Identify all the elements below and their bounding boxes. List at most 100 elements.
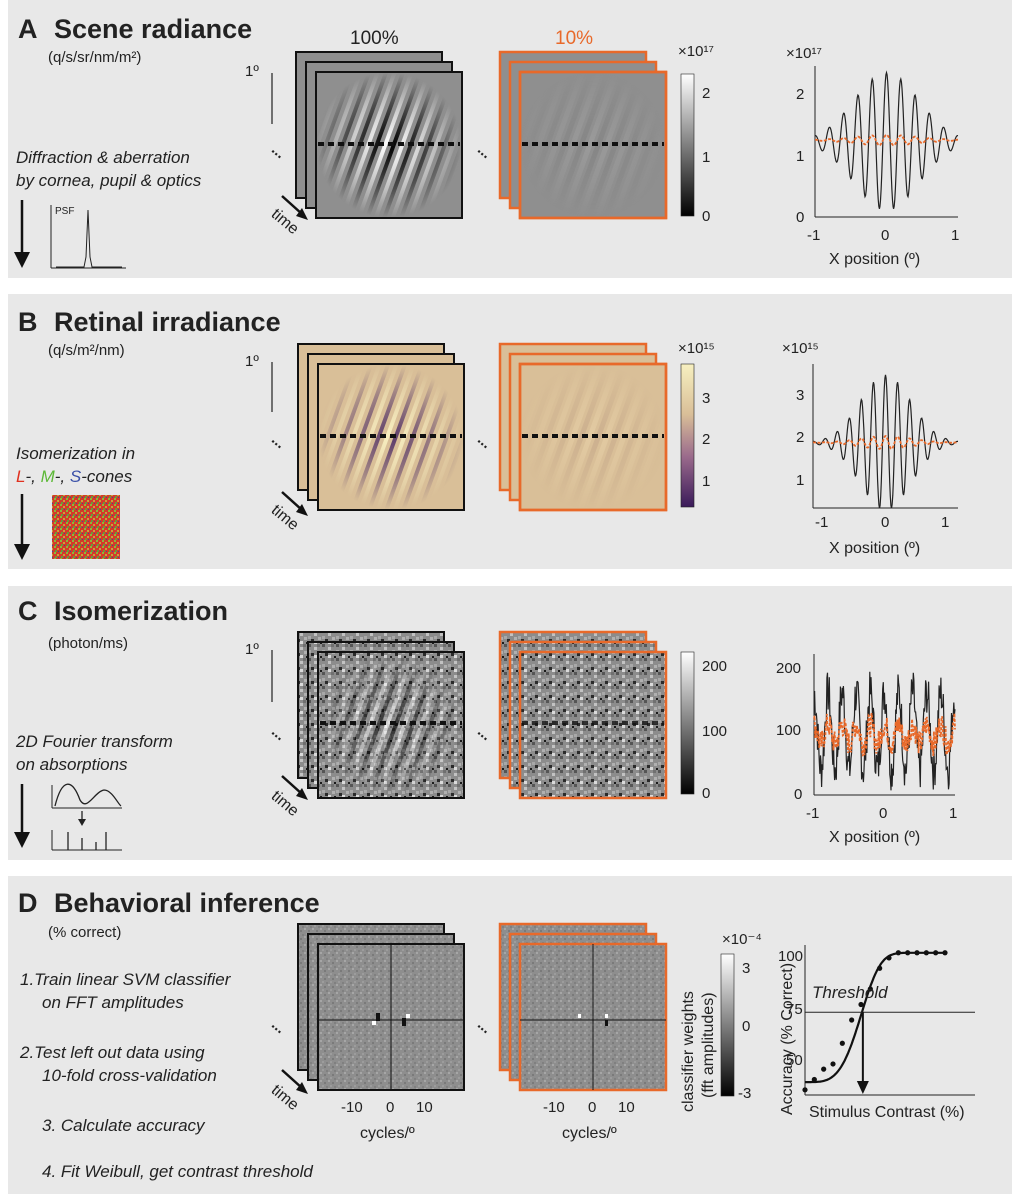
down-arrow-icon xyxy=(14,494,30,560)
data-point xyxy=(830,1061,836,1067)
panel-c-step-2: on absorptions xyxy=(16,755,128,774)
weibull-fit-curve xyxy=(805,951,945,1084)
plot-a-xtick-0: 0 xyxy=(881,227,889,244)
stack-c-low xyxy=(498,630,668,800)
panel-d-step-2b: 10-fold cross-validation xyxy=(42,1066,217,1085)
plot-a-xtick-neg1: -1 xyxy=(807,227,820,244)
stack-d-low xyxy=(498,922,668,1092)
plot-c-xtick-0: 0 xyxy=(879,805,887,822)
plot-b-ytick-1: 1 xyxy=(796,472,804,489)
panel-c-step-1: 2D Fourier transform xyxy=(15,732,173,751)
panel-d-unit: (% correct) xyxy=(48,924,121,941)
colorbar-b-exponent: ×10¹⁵ xyxy=(678,340,715,357)
plot-c-xtick-1: 1 xyxy=(949,805,957,822)
panel-d-letter: D xyxy=(18,888,38,918)
plot-a-ytick-2: 2 xyxy=(796,86,804,103)
colorbar-d-tick-0: 0 xyxy=(742,1018,750,1035)
colorbar-b-tick-3: 3 xyxy=(702,390,710,407)
colorbar-d-label-2: (fft amplitudes) xyxy=(700,992,717,1098)
data-point xyxy=(877,965,883,971)
colorbar-c-tick-100: 100 xyxy=(702,723,727,740)
series-line-1 xyxy=(813,374,958,509)
colorbar-d-exponent: ×10⁻⁴ xyxy=(722,931,762,948)
panel-a: A Scene radiance (q/s/sr/nm/m²) Diffract… xyxy=(8,0,1012,278)
colorbar-a-tick-0: 0 xyxy=(702,208,710,225)
data-point xyxy=(839,1040,845,1046)
colorbar-c-tick-200: 200 xyxy=(702,658,727,675)
fft-full-xtick-0: 0 xyxy=(386,1099,394,1116)
fft-full-xlabel: cycles/º xyxy=(360,1125,415,1142)
plot-c-ytick-200: 200 xyxy=(776,660,801,677)
plot-d-ylabel: Accuracy (% Correct) xyxy=(779,963,796,1115)
colorbar-a-tick-1: 1 xyxy=(702,149,710,166)
plot-b-ytick-2: 2 xyxy=(796,429,804,446)
panel-b: B Retinal irradiance (q/s/m²/nm) Isomeri… xyxy=(8,294,1012,569)
plot-b-xtick-neg1: -1 xyxy=(815,514,828,531)
fft-low-xtick-neg10: -10 xyxy=(543,1099,565,1116)
fourier-icon xyxy=(51,783,122,851)
plot-a-ytick-0: 0 xyxy=(796,209,804,226)
degree-label: 1º xyxy=(245,63,259,80)
plot-a: ×10¹⁷ 2 1 0 -1 0 1 X position (º) xyxy=(786,45,959,268)
plot-c-ytick-100: 100 xyxy=(776,722,801,739)
data-point xyxy=(914,950,920,956)
data-point xyxy=(942,950,948,956)
plot-a-ytick-1: 1 xyxy=(796,148,804,165)
plot-a-lines xyxy=(814,70,959,209)
panel-b-step-1: Isomerization in xyxy=(16,444,135,463)
stack-a-low xyxy=(498,50,668,220)
plot-a-exponent: ×10¹⁷ xyxy=(786,45,822,62)
data-point xyxy=(802,1087,808,1093)
threshold-arrow-head xyxy=(856,1081,869,1094)
panel-a-step-1: Diffraction & aberration xyxy=(16,148,190,167)
colorbar-d-tick-3: 3 xyxy=(742,960,750,977)
plot-b: ×10¹⁵ 3 2 1 -1 0 1 X position (º) xyxy=(782,340,958,557)
data-point xyxy=(895,950,901,956)
panel-a-unit: (q/s/sr/nm/m²) xyxy=(48,49,141,66)
panel-c: C Isomerization (photon/ms) 2D Fourier t… xyxy=(8,586,1012,860)
fft-full-xtick-10: 10 xyxy=(416,1099,433,1116)
plot-c-ytick-0: 0 xyxy=(794,786,802,803)
colorbar-b-tick-1: 1 xyxy=(702,473,710,490)
plot-c: 200 100 0 -1 0 1 X position (º) xyxy=(776,654,957,846)
fft-full-xtick-neg10: -10 xyxy=(341,1099,363,1116)
data-point xyxy=(905,950,911,956)
header-100-percent: 100% xyxy=(350,28,399,49)
panel-d-step-1b: on FFT amplitudes xyxy=(42,993,184,1012)
degree-label: 1º xyxy=(245,353,259,370)
series-line-2 xyxy=(813,434,958,450)
data-point xyxy=(933,950,939,956)
colorbar-b-tick-2: 2 xyxy=(702,431,710,448)
plot-d-marks xyxy=(802,950,975,1094)
plot-b-exponent: ×10¹⁵ xyxy=(782,340,819,357)
panel-a-step-2: by cornea, pupil & optics xyxy=(16,171,202,190)
colorbar-c: 200 100 0 xyxy=(680,651,727,802)
panel-d-title: Behavioral inference xyxy=(54,888,320,918)
series-line-2 xyxy=(815,133,958,147)
panel-b-title: Retinal irradiance xyxy=(54,307,281,337)
colorbar-d: ×10⁻⁴ 3 0 -3 classifier weights (fft amp… xyxy=(680,931,762,1112)
plot-b-xlabel: X position (º) xyxy=(829,540,920,557)
plot-c-lines xyxy=(813,671,956,791)
series-line-1 xyxy=(814,70,959,209)
panel-c-unit: (photon/ms) xyxy=(48,635,128,652)
data-point xyxy=(821,1066,827,1072)
fft-low-xtick-10: 10 xyxy=(618,1099,635,1116)
data-point xyxy=(811,1076,817,1083)
plot-d-ytick-75: 75 xyxy=(786,1001,803,1018)
panel-d-step-4: 4. Fit Weibull, get contrast threshold xyxy=(42,1162,313,1181)
plot-b-ytick-3: 3 xyxy=(796,387,804,404)
data-point xyxy=(886,955,892,961)
plot-b-lines xyxy=(813,374,958,509)
data-point xyxy=(867,986,873,992)
fft-low-xlabel: cycles/º xyxy=(562,1125,617,1142)
panel-b-letter: B xyxy=(18,307,38,337)
plot-c-xlabel: X position (º) xyxy=(829,829,920,846)
stack-a-full xyxy=(295,51,463,219)
plot-a-xtick-1: 1 xyxy=(951,227,959,244)
colorbar-d-tick-neg3: -3 xyxy=(738,1085,751,1102)
panel-b-cones: L-, M-, S-cones xyxy=(16,467,133,486)
down-arrow-icon xyxy=(14,200,30,268)
header-10-percent: 10% xyxy=(555,28,593,49)
plot-d-xlabel: Stimulus Contrast (%) xyxy=(809,1104,965,1121)
